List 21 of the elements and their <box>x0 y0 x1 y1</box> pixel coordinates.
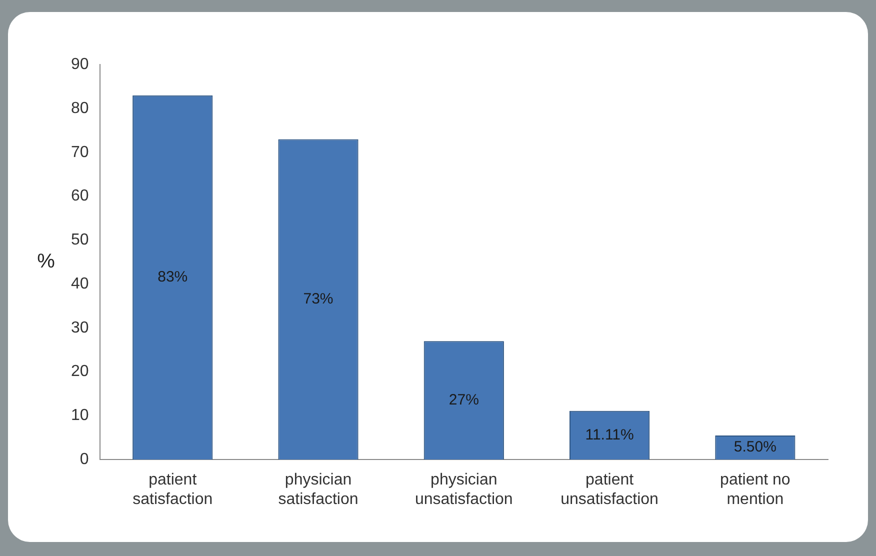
y-axis-title: % <box>37 250 56 273</box>
x-tick-label: patient satisfaction <box>132 472 213 508</box>
y-tick-label: 50 <box>71 232 89 249</box>
y-tick-label: 60 <box>71 188 89 205</box>
data-label: 83% <box>158 268 188 286</box>
x-tick-label: physician satisfaction <box>278 472 358 508</box>
x-tick-label: patient no mention <box>720 472 790 508</box>
y-tick-label: 20 <box>71 363 89 380</box>
y-tick-label: 40 <box>71 275 89 292</box>
x-tick-label: patient unsatisfaction <box>560 472 658 508</box>
y-tick-label: 10 <box>71 407 89 424</box>
data-label: 5.50% <box>734 438 776 456</box>
y-tick-label: 90 <box>71 56 89 74</box>
y-tick-label: 70 <box>71 144 89 161</box>
data-label: 11.11% <box>585 426 634 444</box>
y-tick-label: 80 <box>71 100 89 117</box>
y-tick-label: 0 <box>80 451 89 468</box>
x-tick-label: physician unsatisfaction <box>414 472 513 508</box>
y-tick-label: 30 <box>71 319 89 336</box>
data-label: 73% <box>303 290 334 308</box>
data-label: 27% <box>448 391 479 408</box>
